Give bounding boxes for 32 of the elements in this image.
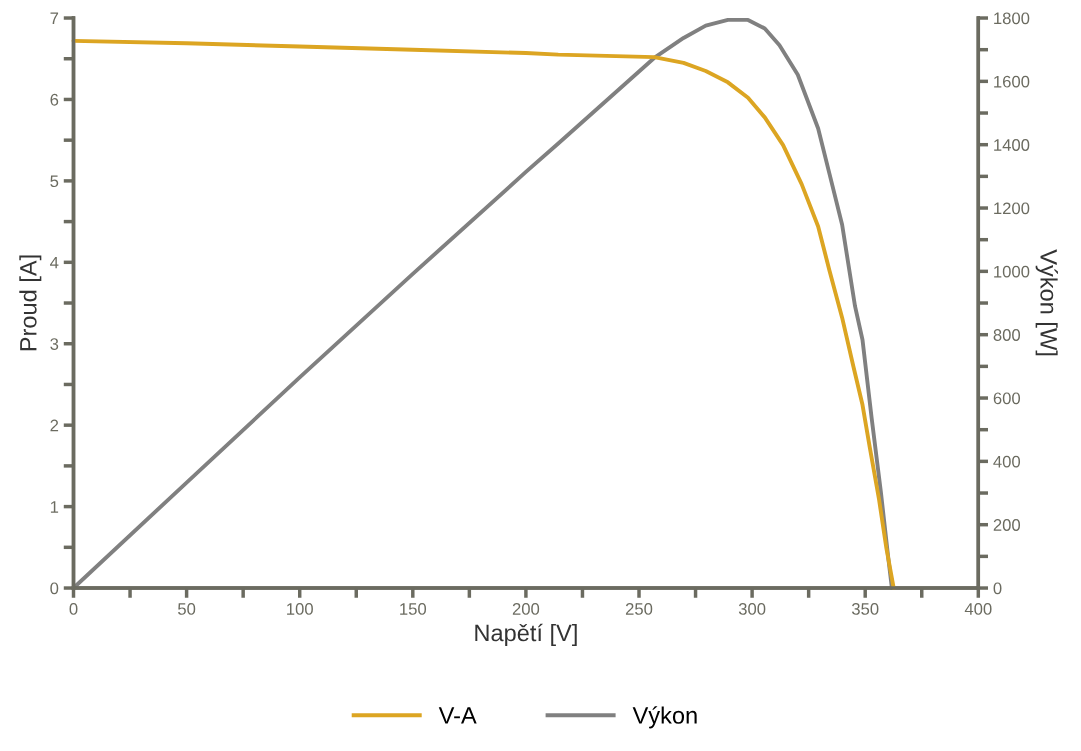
y2-tick-label: 1800	[994, 12, 1030, 25]
y2-tick-label: 1600	[994, 75, 1030, 88]
x-tick-label: 200	[512, 603, 540, 615]
legend-label: V-A	[438, 707, 477, 724]
y-tick-label: 5	[50, 175, 59, 188]
x-tick-label: 400	[964, 603, 992, 615]
y-tick-label: 7	[50, 12, 59, 25]
y2-tick-label: 800	[993, 329, 1021, 341]
y2-tick-label: 400	[993, 455, 1021, 468]
y-axis-title: Proud [A]	[19, 255, 42, 351]
x-tick-label: 300	[738, 603, 766, 615]
x-tick-label: 250	[625, 603, 653, 615]
y2-tick-label: 200	[993, 519, 1021, 531]
x-tick-label: 350	[851, 603, 879, 615]
x-tick-label: 100	[287, 603, 313, 615]
y2-tick-label: 1200	[994, 202, 1030, 215]
y-tick-label: 0	[50, 582, 59, 595]
y2-tick-label: 1400	[994, 139, 1030, 151]
x-tick-label: 150	[400, 603, 427, 615]
y2-axis-title: Výkon [W]	[1035, 249, 1058, 356]
y-tick-label: 6	[50, 93, 59, 106]
x-axis-title: Napětí [V]	[475, 623, 577, 646]
x-tick-label: 50	[178, 603, 196, 615]
y2-tick-label: 600	[993, 392, 1021, 405]
x-tick-label: 0	[69, 603, 78, 615]
y2-tick-label: 1000	[994, 265, 1030, 278]
legend-label: Výkon	[632, 706, 697, 729]
y-tick-label: 4	[50, 256, 59, 269]
y-tick-label: 1	[50, 501, 59, 513]
y2-tick-label: 0	[993, 582, 1002, 595]
y-tick-label: 2	[50, 419, 59, 432]
y-tick-label: 3	[50, 338, 59, 350]
